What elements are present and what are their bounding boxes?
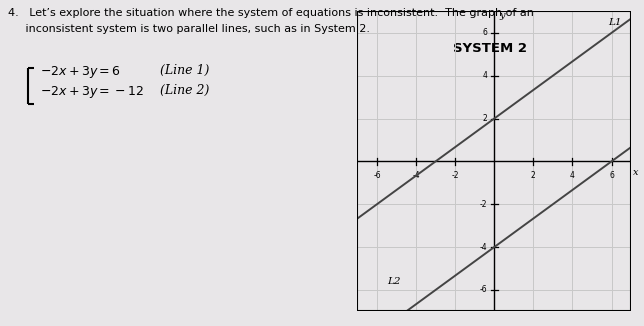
Text: -6: -6 <box>373 171 381 180</box>
Text: (Line 2): (Line 2) <box>160 84 209 97</box>
Text: -2: -2 <box>451 171 459 180</box>
Text: 4: 4 <box>570 171 575 180</box>
Text: 6: 6 <box>482 28 488 37</box>
Text: (Line 1): (Line 1) <box>160 64 209 77</box>
Text: -4: -4 <box>412 171 420 180</box>
Text: 6: 6 <box>609 171 614 180</box>
Text: 2: 2 <box>482 114 488 123</box>
Text: SYSTEM 2: SYSTEM 2 <box>453 42 527 55</box>
Text: L2: L2 <box>387 277 400 286</box>
Text: L1: L1 <box>608 18 621 27</box>
Text: -2: -2 <box>480 200 488 209</box>
Text: inconsistent system is two parallel lines, such as in System 2.: inconsistent system is two parallel line… <box>8 24 370 34</box>
Text: 4.   Let’s explore the situation where the system of equations is inconsistent. : 4. Let’s explore the situation where the… <box>8 8 534 18</box>
Text: $-2x + 3y = -12$: $-2x + 3y = -12$ <box>40 84 144 100</box>
Text: x: x <box>633 168 639 177</box>
Text: -4: -4 <box>480 243 488 252</box>
Text: 2: 2 <box>531 171 536 180</box>
Text: -6: -6 <box>480 285 488 294</box>
Text: y: y <box>499 11 505 21</box>
Text: 4: 4 <box>482 71 488 80</box>
Text: $-2x + 3y = 6$: $-2x + 3y = 6$ <box>40 64 121 80</box>
